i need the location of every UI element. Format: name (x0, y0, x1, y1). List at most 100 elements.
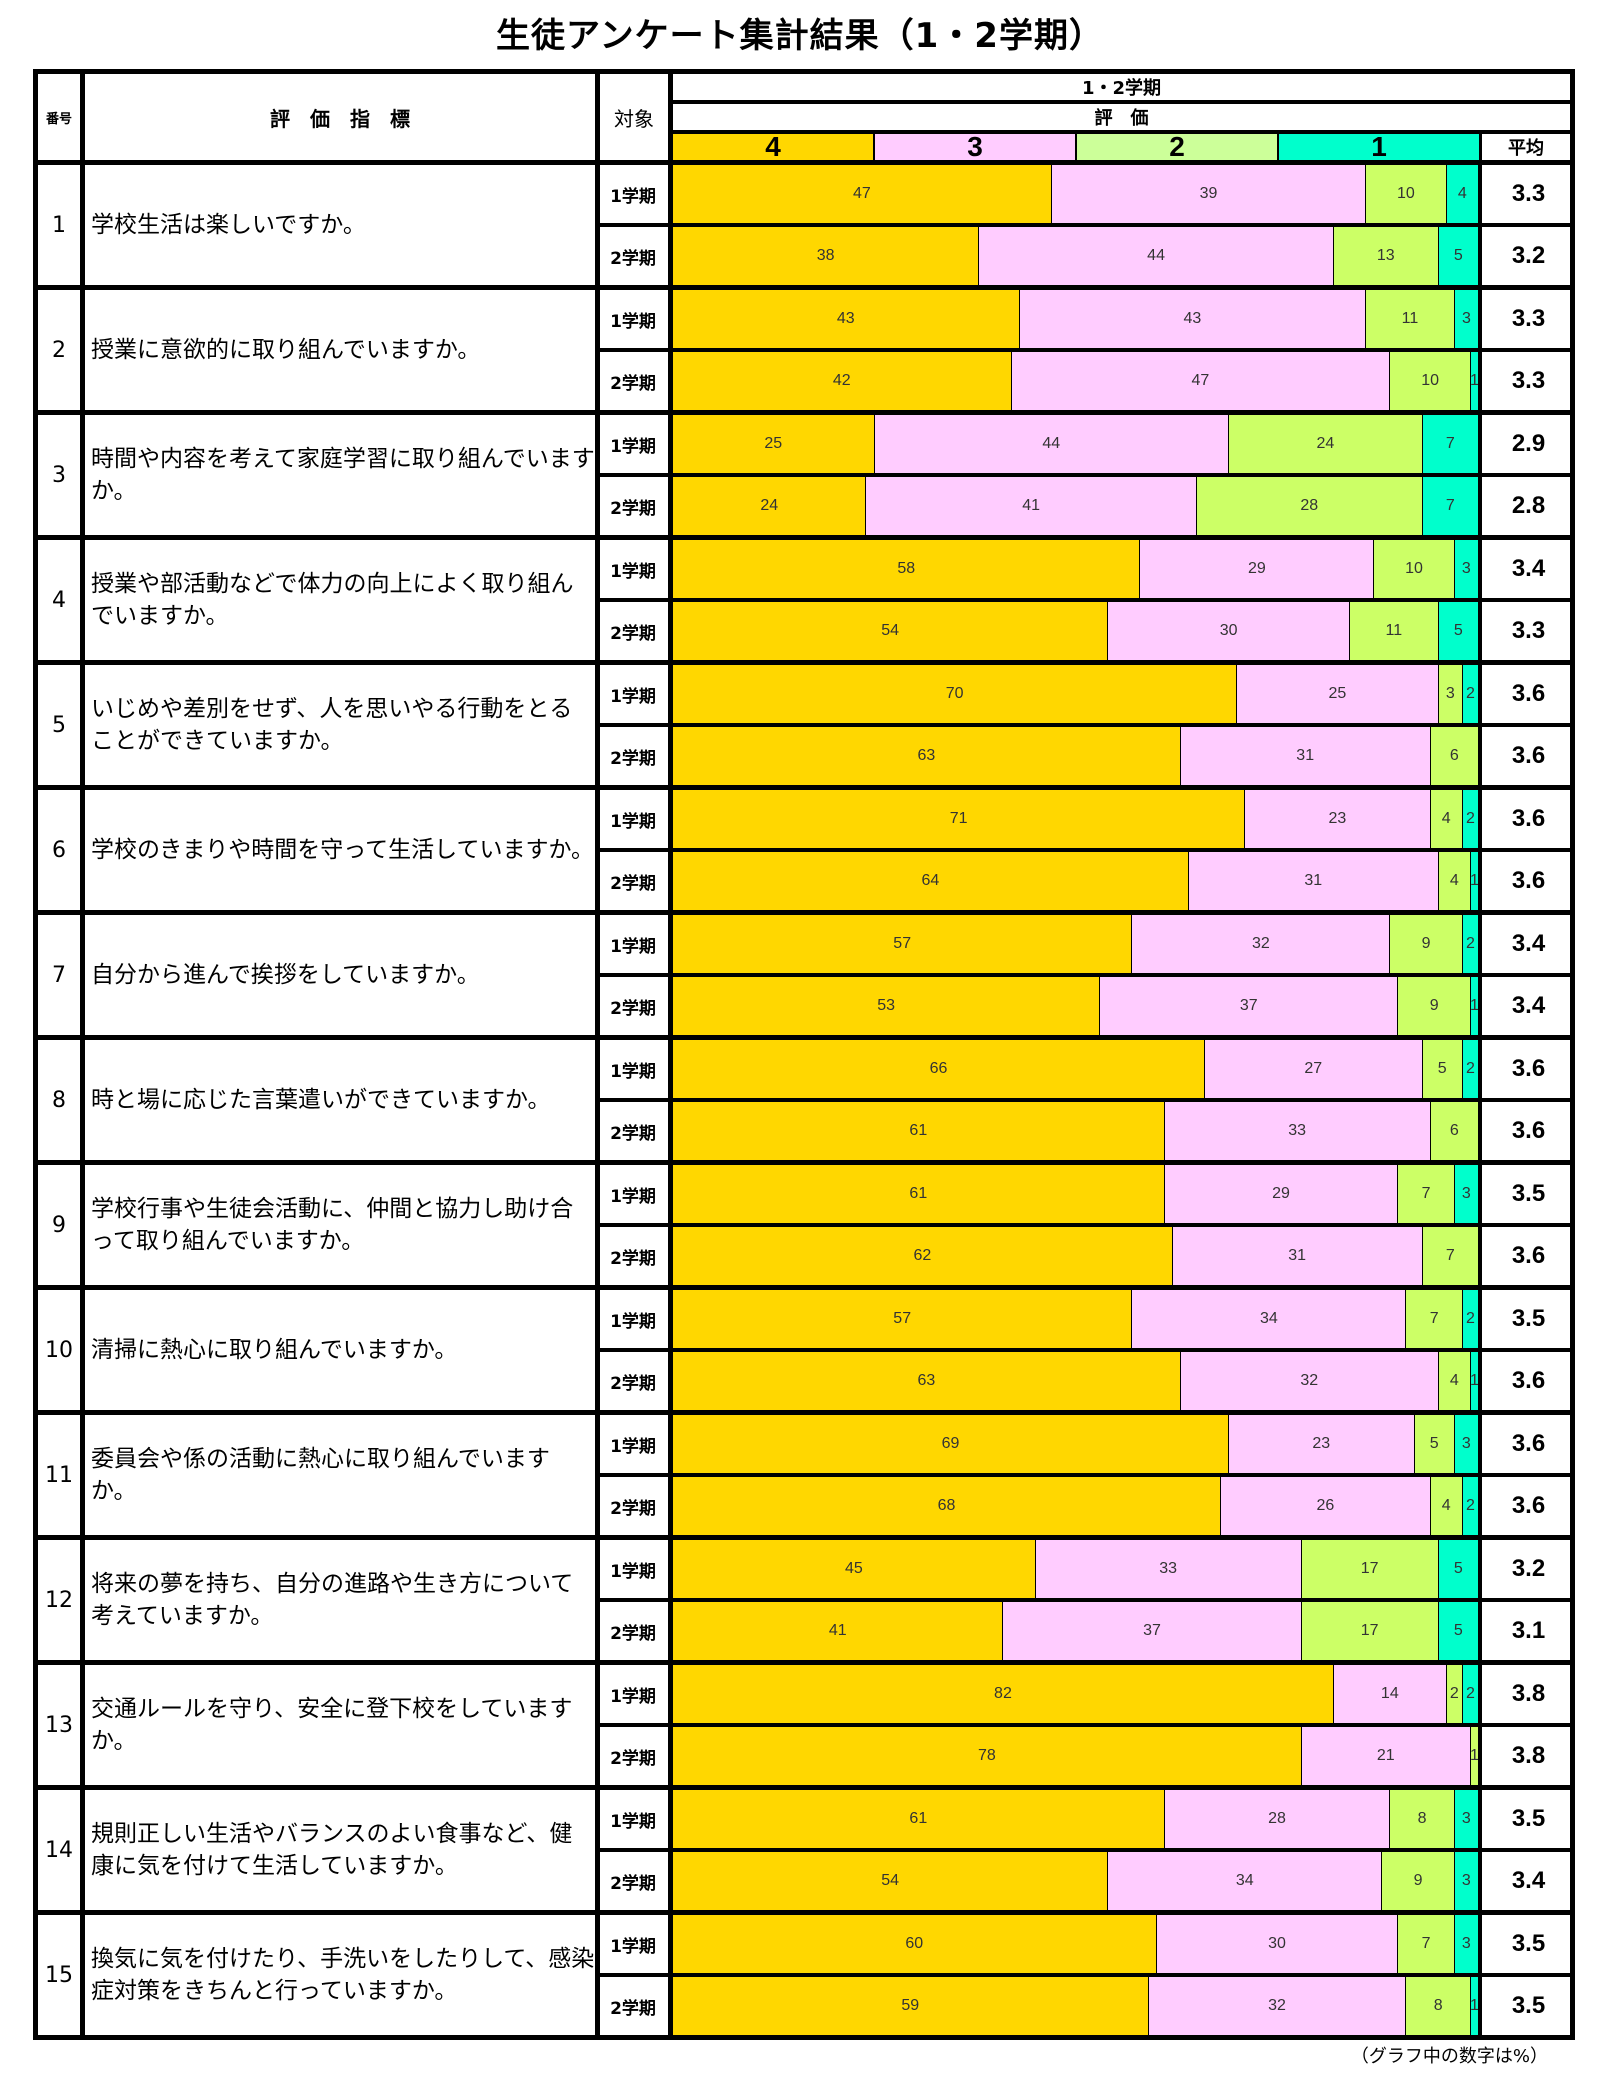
bar-segment-level-4: 47 (673, 165, 1052, 223)
bar-segment-level-1: 1 (1470, 1352, 1479, 1410)
stacked-bar: 69 23 5 3 (673, 1415, 1479, 1473)
bar-segment-level-3: 47 (1011, 352, 1391, 410)
bar-segment-level-4: 82 (673, 1665, 1334, 1723)
term-label: 2学期 (610, 248, 656, 269)
bar-segment-level-4: 62 (673, 1227, 1173, 1285)
bar-segment-level-2: 2 (1446, 1665, 1463, 1723)
bar-segment-level-4: 68 (673, 1477, 1222, 1535)
bar-segment-level-3: 30 (1156, 1915, 1399, 1973)
bar-segment-level-1: 7 (1422, 415, 1479, 473)
bar-segment-level-1: 3 (1454, 1852, 1479, 1910)
stacked-bar: 643141 (673, 852, 1479, 910)
header-period: 1・2学期 (1081, 78, 1162, 99)
item-number: 3 (52, 462, 66, 488)
bar-segment-level-1: 3 (1454, 1415, 1479, 1473)
term-label: 1学期 (610, 186, 656, 207)
bar-segment-level-1: 3 (1454, 1915, 1479, 1973)
average-value: 3.8 (1511, 1680, 1546, 1707)
average-value: 3.6 (1511, 1117, 1546, 1144)
survey-item: 15 換気に気を付けたり、手洗いをしたりして、感染症対策をきちんと行っていますか。… (33, 1915, 1575, 2040)
bar-segment-level-4: 66 (673, 1040, 1205, 1098)
term-label: 1学期 (610, 936, 656, 957)
term-label: 2学期 (610, 1748, 656, 1769)
item-question: 規則正しい生活やバランスのよい食事など、健康に気を付けて生活していますか。 (91, 1821, 573, 1879)
bar-segment-level-1: 5 (1438, 1602, 1479, 1660)
bar-segment-level-2: 4 (1438, 852, 1471, 910)
average-value: 3.4 (1511, 992, 1546, 1019)
item-number: 7 (52, 962, 66, 988)
bar-segment-level-3: 41 (866, 477, 1197, 535)
survey-item: 4 授業や部活動などで体力の向上によく取り組んでいますか。 1学期 58 29 10 3 3.… (33, 540, 1575, 665)
term-label: 1学期 (610, 1436, 656, 1457)
stacked-bar: 41 37 17 5 (673, 1602, 1479, 1660)
bar-segment-level-3: 34 (1132, 1290, 1407, 1348)
item-question: 将来の夢を持ち、自分の進路や生き方について考えていますか。 (91, 1571, 574, 1629)
item-number: 5 (52, 712, 66, 738)
bar-segment-level-4: 61 (673, 1165, 1165, 1223)
average-value: 2.9 (1511, 430, 1546, 457)
average-value: 2.8 (1511, 492, 1546, 519)
average-value: 3.5 (1511, 1805, 1546, 1832)
bar-segment-level-1: 2 (1462, 665, 1479, 723)
bar-segment-level-3: 43 (1019, 290, 1367, 348)
legend-level-4: 4 (673, 131, 875, 162)
term-label: 1学期 (610, 311, 656, 332)
bar-segment-level-2: 9 (1382, 1852, 1455, 1910)
stacked-bar: 70 25 3 2 (673, 665, 1479, 723)
term-label: 2学期 (610, 1623, 656, 1644)
bar-segment-level-3: 28 (1164, 1790, 1391, 1848)
bar-segment-level-2: 5 (1414, 1415, 1455, 1473)
survey-item: 12 将来の夢を持ち、自分の進路や生き方について考えていますか。 1学期 45 33 17… (33, 1540, 1575, 1665)
bar-segment-level-1: 1 (1470, 1977, 1479, 2035)
legend-level-1: 1 (1279, 131, 1479, 162)
bar-segment-level-3: 32 (1132, 915, 1391, 973)
bar-segment-level-2: 9 (1398, 977, 1471, 1035)
term-label: 2学期 (610, 998, 656, 1019)
bar-segment-level-1: 5 (1438, 602, 1479, 660)
bar-segment-level-3: 44 (874, 415, 1230, 473)
stacked-bar: 45 33 17 5 (673, 1540, 1479, 1598)
bar-segment-level-2: 5 (1422, 1040, 1463, 1098)
bar-segment-level-2: 7 (1422, 1227, 1479, 1285)
item-question: 自分から進んで挨拶をしていますか。 (91, 962, 480, 988)
item-number: 14 (45, 1837, 73, 1863)
header-evaluation: 評 価 (1094, 108, 1149, 129)
average-value: 3.3 (1511, 617, 1546, 644)
item-question: 清掃に熱心に取り組んでいますか。 (91, 1337, 458, 1363)
survey-item: 1 学校生活は楽しいですか。 1学期 47 39 10 4 3.3 2学期 38 44 13 5 3.2 (33, 165, 1575, 290)
bar-segment-level-1: 5 (1438, 227, 1479, 285)
bar-segment-level-2: 10 (1390, 352, 1471, 410)
item-number: 8 (52, 1087, 66, 1113)
average-value: 3.6 (1511, 680, 1546, 707)
bar-segment-level-3: 26 (1221, 1477, 1431, 1535)
item-question: 授業や部活動などで体力の向上によく取り組んでいますか。 (91, 571, 574, 629)
bar-segment-level-4: 53 (673, 977, 1101, 1035)
legend-level-3: 3 (875, 131, 1077, 162)
bar-segment-level-2: 11 (1366, 290, 1455, 348)
item-question: 換気に気を付けたり、手洗いをしたりして、感染症対策をきちんと行っていますか。 (91, 1946, 595, 2004)
bar-segment-level-3: 31 (1180, 727, 1431, 785)
item-question: 時間や内容を考えて家庭学習に取り組んでいますか。 (91, 446, 595, 504)
bar-segment-level-4: 63 (673, 727, 1181, 785)
survey-item: 11 委員会や係の活動に熱心に取り組んでいますか。 1学期 69 23 5 3 3.6 2学期 6… (33, 1415, 1575, 1540)
average-value: 3.4 (1511, 555, 1546, 582)
stacked-bar: 63 31 6 (673, 727, 1479, 785)
bar-segment-level-2: 1 (1470, 1727, 1479, 1785)
item-number: 9 (52, 1212, 66, 1238)
header-target: 対象 (614, 106, 654, 131)
term-label: 1学期 (610, 1811, 656, 1832)
bar-segment-level-3: 37 (1100, 977, 1399, 1035)
bar-segment-level-2: 7 (1398, 1165, 1455, 1223)
bar-segment-level-1: 3 (1454, 540, 1479, 598)
bar-segment-level-4: 69 (673, 1415, 1230, 1473)
bar-segment-level-2: 9 (1390, 915, 1463, 973)
stacked-bar: 54 30 11 5 (673, 602, 1479, 660)
term-label: 1学期 (610, 1686, 656, 1707)
bar-segment-level-2: 17 (1301, 1602, 1439, 1660)
bar-segment-level-3: 32 (1148, 1977, 1407, 2035)
bar-segment-level-3: 34 (1108, 1852, 1383, 1910)
bar-segment-level-2: 24 (1229, 415, 1423, 473)
bar-segment-level-2: 11 (1350, 602, 1439, 660)
bar-segment-level-2: 3 (1438, 665, 1463, 723)
